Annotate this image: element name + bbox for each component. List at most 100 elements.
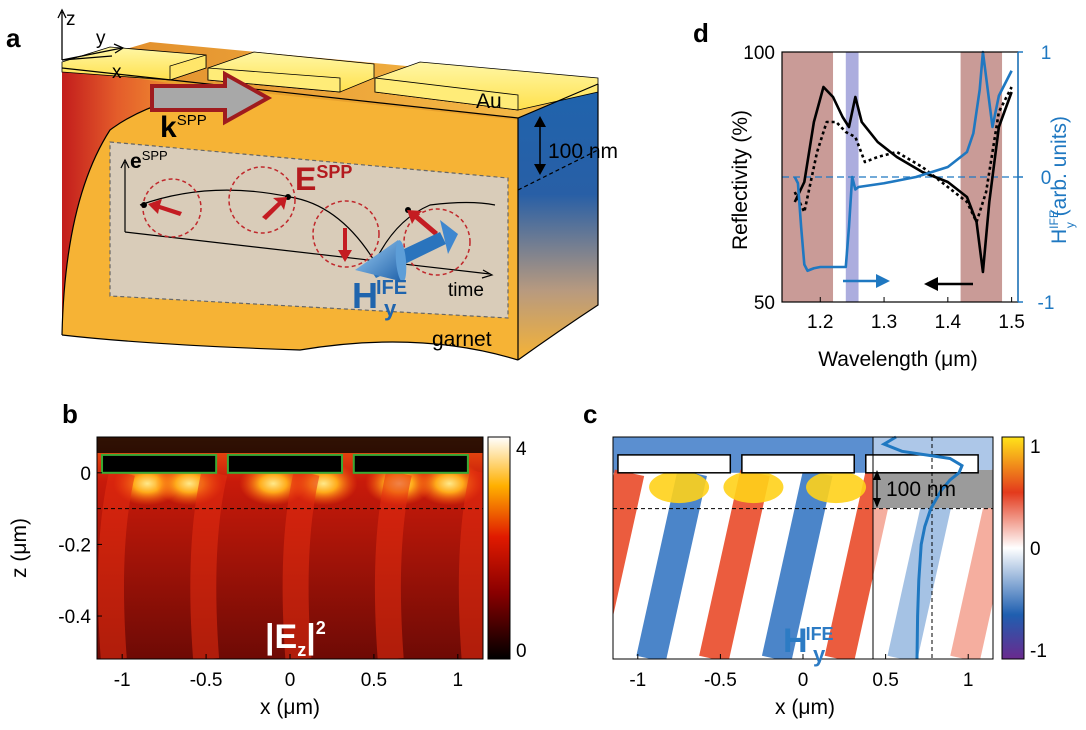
- negative-band: [636, 469, 707, 659]
- reflectivity-line-dotted: [793, 86, 1013, 224]
- colorbar-tick-c: 1: [1030, 437, 1041, 458]
- intensity-band: [458, 469, 483, 659]
- panel-b-label: b: [62, 399, 78, 429]
- y-tick-d: 100: [743, 43, 775, 64]
- x-ticks-b: -1 -0.5 0 0.5 1: [114, 654, 463, 691]
- x-tick-d: 1.4: [935, 312, 962, 333]
- gratings-b: [101, 453, 469, 474]
- colorbar-b: [487, 436, 511, 660]
- panel-d: d 1.2 1.3 1.4 1.5 50 100 1 0 -1 Wavelength (μm…: [693, 18, 1077, 371]
- grating-c: [617, 454, 732, 474]
- H-ife-subscript: y: [384, 296, 397, 321]
- ylabel-left-d: Reflectivity (%): [729, 110, 752, 250]
- grating-b: [226, 453, 344, 474]
- E-spp-label: ESPP: [295, 161, 352, 197]
- thickness-gray-band: [873, 470, 993, 508]
- colorbar-tick-c: 0: [1030, 539, 1041, 560]
- panel-c-label: c: [583, 399, 597, 429]
- y-tick-b: -0.2: [58, 535, 91, 556]
- y-ticks-b: 0 -0.2 -0.4: [58, 464, 102, 628]
- negative-band: [761, 469, 833, 659]
- x-ticks-c: -1 -0.5 0 0.5 1: [629, 654, 974, 691]
- series-lines: [793, 50, 1013, 274]
- positive-band: [613, 469, 645, 617]
- reflectivity-line: [793, 85, 1013, 274]
- x-tick-c: -0.5: [704, 670, 737, 691]
- colorbar-c: [1001, 436, 1025, 660]
- y-ticks-d: 50 100: [743, 43, 787, 314]
- grating-c: [741, 454, 855, 474]
- k-label: kSPP: [160, 111, 207, 144]
- intensity-band: [97, 469, 135, 659]
- thickness-label-c: 100 nm: [886, 478, 956, 501]
- ylabel-b: z (μm): [8, 518, 31, 578]
- thickness-marker-c: [873, 470, 881, 508]
- time-label: time: [448, 280, 484, 301]
- garnet-side-face: [518, 84, 598, 360]
- polarization-circles: [142, 166, 471, 276]
- ylabel-right-d: HIFE y (arb. units): [1047, 116, 1077, 244]
- y-tick-b: 0: [80, 464, 91, 485]
- negative-band: [525, 473, 566, 659]
- y-tick-d: 50: [754, 293, 775, 314]
- positive-lobe: [649, 471, 710, 504]
- thickness-label: 100 nm: [548, 140, 618, 163]
- field-label-c: HIFE: [783, 622, 834, 660]
- grating-b: [101, 453, 218, 474]
- x-tick-d: 1.3: [871, 312, 897, 333]
- field-label-c-sub: y: [813, 642, 826, 667]
- H-ife-label: HIFE: [352, 275, 407, 316]
- intensity-band: [190, 469, 228, 659]
- xlabel-d: Wavelength (μm): [818, 348, 978, 371]
- x-tick-b: 1: [453, 670, 464, 691]
- intensity-band: [282, 469, 320, 659]
- xlabel-c: x (μm): [775, 696, 835, 719]
- negative-band: [1028, 473, 1069, 659]
- axis-x-label: x: [112, 62, 122, 83]
- x-tick-c: 0.5: [872, 670, 898, 691]
- field-label-b: |Ez|2: [265, 618, 326, 660]
- x-tick-b: 0: [285, 670, 296, 691]
- x-tick-d: 1.2: [807, 312, 833, 333]
- y2-ticks-d: 1 0 -1: [1018, 43, 1054, 314]
- positive-lobe: [723, 471, 784, 504]
- hy-depth-profile: [880, 435, 964, 660]
- y2-tick-d: 1: [1041, 43, 1052, 64]
- e-spp-label: eSPP: [130, 148, 168, 173]
- x-tick-b: -1: [114, 670, 131, 691]
- inset-panel: [109, 141, 509, 319]
- x-tick-b: -0.5: [190, 670, 223, 691]
- au-label: Au: [476, 90, 502, 113]
- colorbar-tick-b: 4: [516, 439, 527, 460]
- ife-field-arrow: [355, 220, 458, 282]
- x-tick-d: 1.5: [998, 312, 1024, 333]
- x-tick-c: 1: [963, 670, 974, 691]
- y-tick-b: -0.4: [58, 607, 91, 628]
- positive-band: [699, 469, 770, 659]
- gratings-c: [617, 454, 979, 474]
- axis-y-label: y: [96, 28, 106, 49]
- axis-z-label: z: [66, 9, 76, 30]
- panel-a: a Au 100 nm: [6, 8, 618, 361]
- grating-b: [352, 453, 469, 474]
- panel-d-label: d: [693, 18, 709, 48]
- thickness-marker: [534, 116, 546, 175]
- au-gratings: [61, 46, 599, 111]
- inset-axes: [120, 158, 496, 279]
- x-tick-c: 0: [798, 670, 809, 691]
- colorbar-c-ticks: 1 0 -1: [1030, 437, 1047, 662]
- intensity-band: [374, 469, 412, 659]
- series-arrows: [843, 274, 973, 291]
- y2-tick-d: 0: [1041, 168, 1052, 189]
- panel-b: b -1 -0.5 0 0.5 1 0 -0.2 -0.4 x (μm) z (μm) |E…: [8, 399, 527, 719]
- hy-ife-line: [793, 50, 1013, 273]
- colorbar-tick-b: 0: [516, 641, 527, 662]
- y2-tick-d: -1: [1038, 293, 1055, 314]
- x-tick-c: -1: [629, 670, 646, 691]
- xlabel-b: x (μm): [260, 696, 320, 719]
- x-ticks-d: 1.2 1.3 1.4 1.5: [807, 297, 1025, 333]
- colorbar-tick-c: -1: [1030, 641, 1047, 662]
- coordinate-axes: [57, 8, 125, 61]
- panel-a-label: a: [6, 23, 21, 53]
